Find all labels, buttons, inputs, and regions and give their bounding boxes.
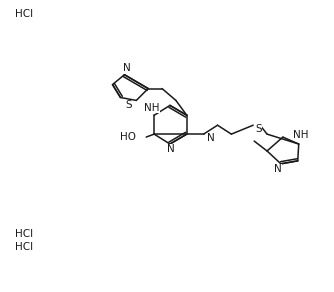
Text: S: S — [255, 124, 262, 134]
Text: N: N — [167, 144, 175, 154]
Text: HCl: HCl — [15, 229, 34, 239]
Text: HCl: HCl — [15, 242, 34, 252]
Text: N: N — [123, 63, 130, 73]
Text: NH: NH — [144, 103, 160, 113]
Text: N: N — [207, 133, 214, 143]
Text: N: N — [274, 164, 282, 174]
Text: HO: HO — [120, 132, 136, 142]
Text: NH: NH — [293, 130, 308, 140]
Text: HCl: HCl — [15, 9, 34, 19]
Text: S: S — [126, 100, 132, 110]
